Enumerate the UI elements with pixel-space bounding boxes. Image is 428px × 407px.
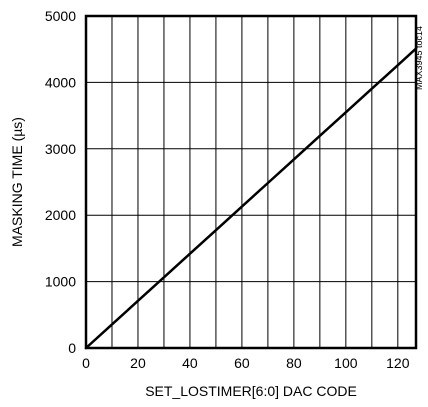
y-tick-label: 4000	[45, 74, 76, 90]
x-tick-labels: 0 20 40 60 80 100 120	[82, 355, 410, 371]
x-tick-label: 80	[286, 355, 302, 371]
x-tick-label: 0	[82, 355, 90, 371]
x-tick-label: 20	[130, 355, 146, 371]
series-layer	[84, 47, 418, 350]
grid-lines	[86, 16, 416, 348]
figure-reference-label: MAX3945 toc14	[414, 26, 424, 90]
y-tick-labels: 0 1000 2000 3000 4000 5000	[45, 8, 76, 356]
x-tick-label: 40	[182, 355, 198, 371]
y-tick-label: 2000	[45, 207, 76, 223]
y-tick-label: 0	[68, 340, 76, 356]
series-line-0	[84, 47, 418, 350]
plot-frame	[84, 14, 418, 350]
x-axis-title: SET_LOSTIMER[6:0] DAC CODE	[145, 383, 357, 399]
y-tick-label: 3000	[45, 141, 76, 157]
y-axis-title: MASKING TIME (µs)	[9, 117, 25, 247]
y-tick-label: 1000	[45, 274, 76, 290]
x-tick-label: 60	[234, 355, 250, 371]
y-tick-label: 5000	[45, 8, 76, 24]
x-tick-label: 100	[334, 355, 358, 371]
x-tick-label: 120	[386, 355, 410, 371]
